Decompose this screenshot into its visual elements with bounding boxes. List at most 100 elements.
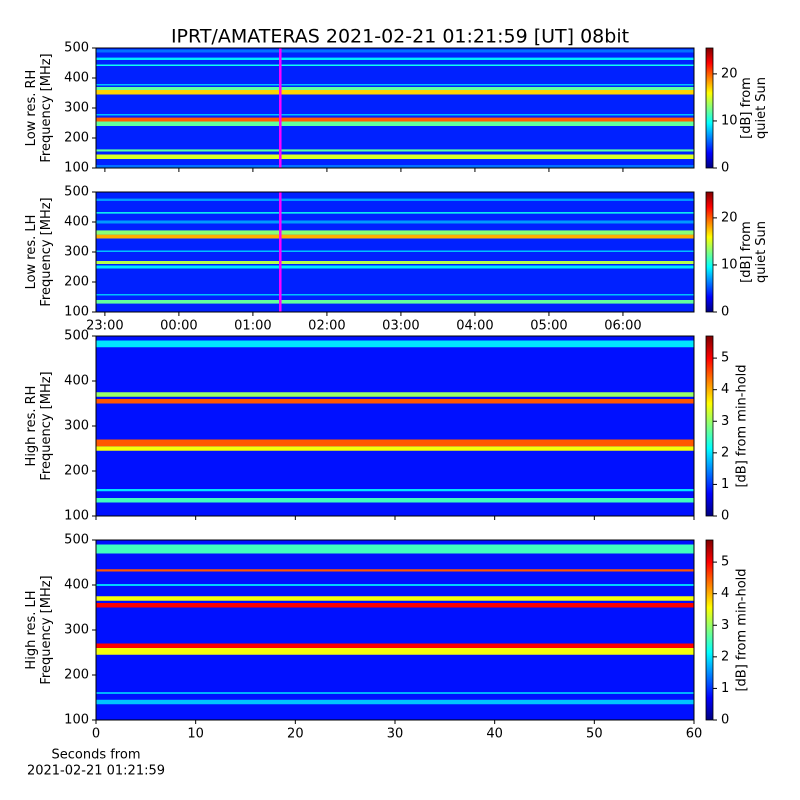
band <box>96 294 694 296</box>
colorbar-tick-label: 5 <box>721 555 729 570</box>
x-tick-label: 0 <box>92 727 100 742</box>
band <box>96 544 694 554</box>
colorbar-tick-label: 20 <box>721 210 738 225</box>
band <box>96 198 694 201</box>
y-axis-label: Low res. LH <box>24 215 39 290</box>
x-tick-label: 01:00 <box>234 319 271 334</box>
colorbar-tick-label: 2 <box>721 649 729 664</box>
colorbar-tick-label: 4 <box>721 586 729 601</box>
colorbar-label: quiet Sun <box>754 221 769 283</box>
heatmap-background <box>96 48 694 168</box>
x-tick-label: 06:00 <box>604 319 641 334</box>
colorbar <box>705 335 714 517</box>
colorbar-tick-label: 5 <box>721 351 729 366</box>
band <box>96 220 694 224</box>
y-tick-label: 500 <box>64 41 89 56</box>
band <box>96 392 694 397</box>
colorbar-tick-label: 10 <box>721 113 738 128</box>
band <box>96 250 694 252</box>
y-axis-label: High res. LH <box>24 590 39 669</box>
band <box>96 64 694 66</box>
y-tick-label: 200 <box>64 668 89 683</box>
x-tick-label: 40 <box>486 727 503 742</box>
y-tick-label: 400 <box>64 578 89 593</box>
band <box>96 165 694 168</box>
colorbar-tick-label: 10 <box>721 257 738 272</box>
band <box>96 90 694 95</box>
colorbar <box>705 47 714 169</box>
colorbar-tick-label: 0 <box>721 305 729 320</box>
colorbar-tick-label: 0 <box>721 161 729 176</box>
x-tick-label: 02:00 <box>308 319 345 334</box>
x-tick-label: 10 <box>187 727 204 742</box>
y-tick-label: 400 <box>64 374 89 389</box>
band <box>96 399 694 404</box>
x-tick-label: 04:00 <box>456 319 493 334</box>
colorbar <box>705 191 714 313</box>
band <box>96 121 694 126</box>
band <box>96 596 694 601</box>
band <box>96 84 694 86</box>
band <box>96 212 694 214</box>
colorbar <box>705 539 714 721</box>
colorbar-label: quiet Sun <box>754 77 769 139</box>
y-tick-label: 300 <box>64 101 89 116</box>
band <box>96 584 694 586</box>
y-tick-label: 400 <box>64 215 89 230</box>
colorbar-tick-label: 20 <box>721 66 738 81</box>
band <box>96 446 694 451</box>
band <box>96 643 694 648</box>
y-tick-label: 300 <box>64 623 89 638</box>
y-tick-label: 400 <box>64 71 89 86</box>
colorbar-tick-label: 4 <box>721 382 729 397</box>
y-axis-label: Frequency [MHz] <box>39 53 54 162</box>
band <box>96 692 694 694</box>
x-tick-label: 30 <box>387 727 404 742</box>
band <box>96 340 694 348</box>
band <box>96 648 694 655</box>
band <box>96 57 694 60</box>
colorbar-tick-label: 0 <box>721 713 729 728</box>
band <box>96 603 694 608</box>
x-tick-label: 03:00 <box>382 319 419 334</box>
colorbar-label: [dB] from <box>739 221 754 283</box>
colorbar-tick-label: 3 <box>721 618 729 633</box>
y-axis-label: Frequency [MHz] <box>39 197 54 306</box>
y-tick-label: 500 <box>64 533 89 548</box>
y-axis-label: Frequency [MHz] <box>39 371 54 480</box>
heatmap-background <box>96 336 694 516</box>
x-tick-label: 05:00 <box>530 319 567 334</box>
band <box>96 569 694 572</box>
band <box>96 489 694 492</box>
band <box>96 230 694 235</box>
band <box>96 439 694 447</box>
band <box>96 498 694 503</box>
colorbar-label: [dB] from min-hold <box>735 364 750 487</box>
colorbar-label: [dB] from min-hold <box>735 568 750 691</box>
colorbar-tick-label: 1 <box>721 477 729 492</box>
y-tick-label: 100 <box>64 509 89 524</box>
y-tick-label: 300 <box>64 245 89 260</box>
band <box>96 154 694 159</box>
x-tick-label: 50 <box>586 727 603 742</box>
x-axis-label: Seconds from <box>51 748 140 763</box>
y-tick-label: 300 <box>64 419 89 434</box>
band <box>96 117 694 122</box>
y-tick-label: 100 <box>64 713 89 728</box>
y-axis-label: Low res. RH <box>24 70 39 147</box>
x-tick-label: 00:00 <box>160 319 197 334</box>
band <box>96 234 694 239</box>
x-tick-label: 60 <box>686 727 703 742</box>
band <box>96 87 694 90</box>
y-axis-label: High res. RH <box>24 386 39 467</box>
colorbar-tick-label: 1 <box>721 681 729 696</box>
x-tick-label: 20 <box>287 727 304 742</box>
band <box>96 149 694 152</box>
band <box>96 265 694 269</box>
band <box>96 699 694 705</box>
colorbar-tick-label: 0 <box>721 509 729 524</box>
y-tick-label: 500 <box>64 329 89 344</box>
y-tick-label: 200 <box>64 275 89 290</box>
x-axis-label: 2021-02-21 01:21:59 <box>27 764 165 779</box>
y-tick-label: 100 <box>64 161 89 176</box>
